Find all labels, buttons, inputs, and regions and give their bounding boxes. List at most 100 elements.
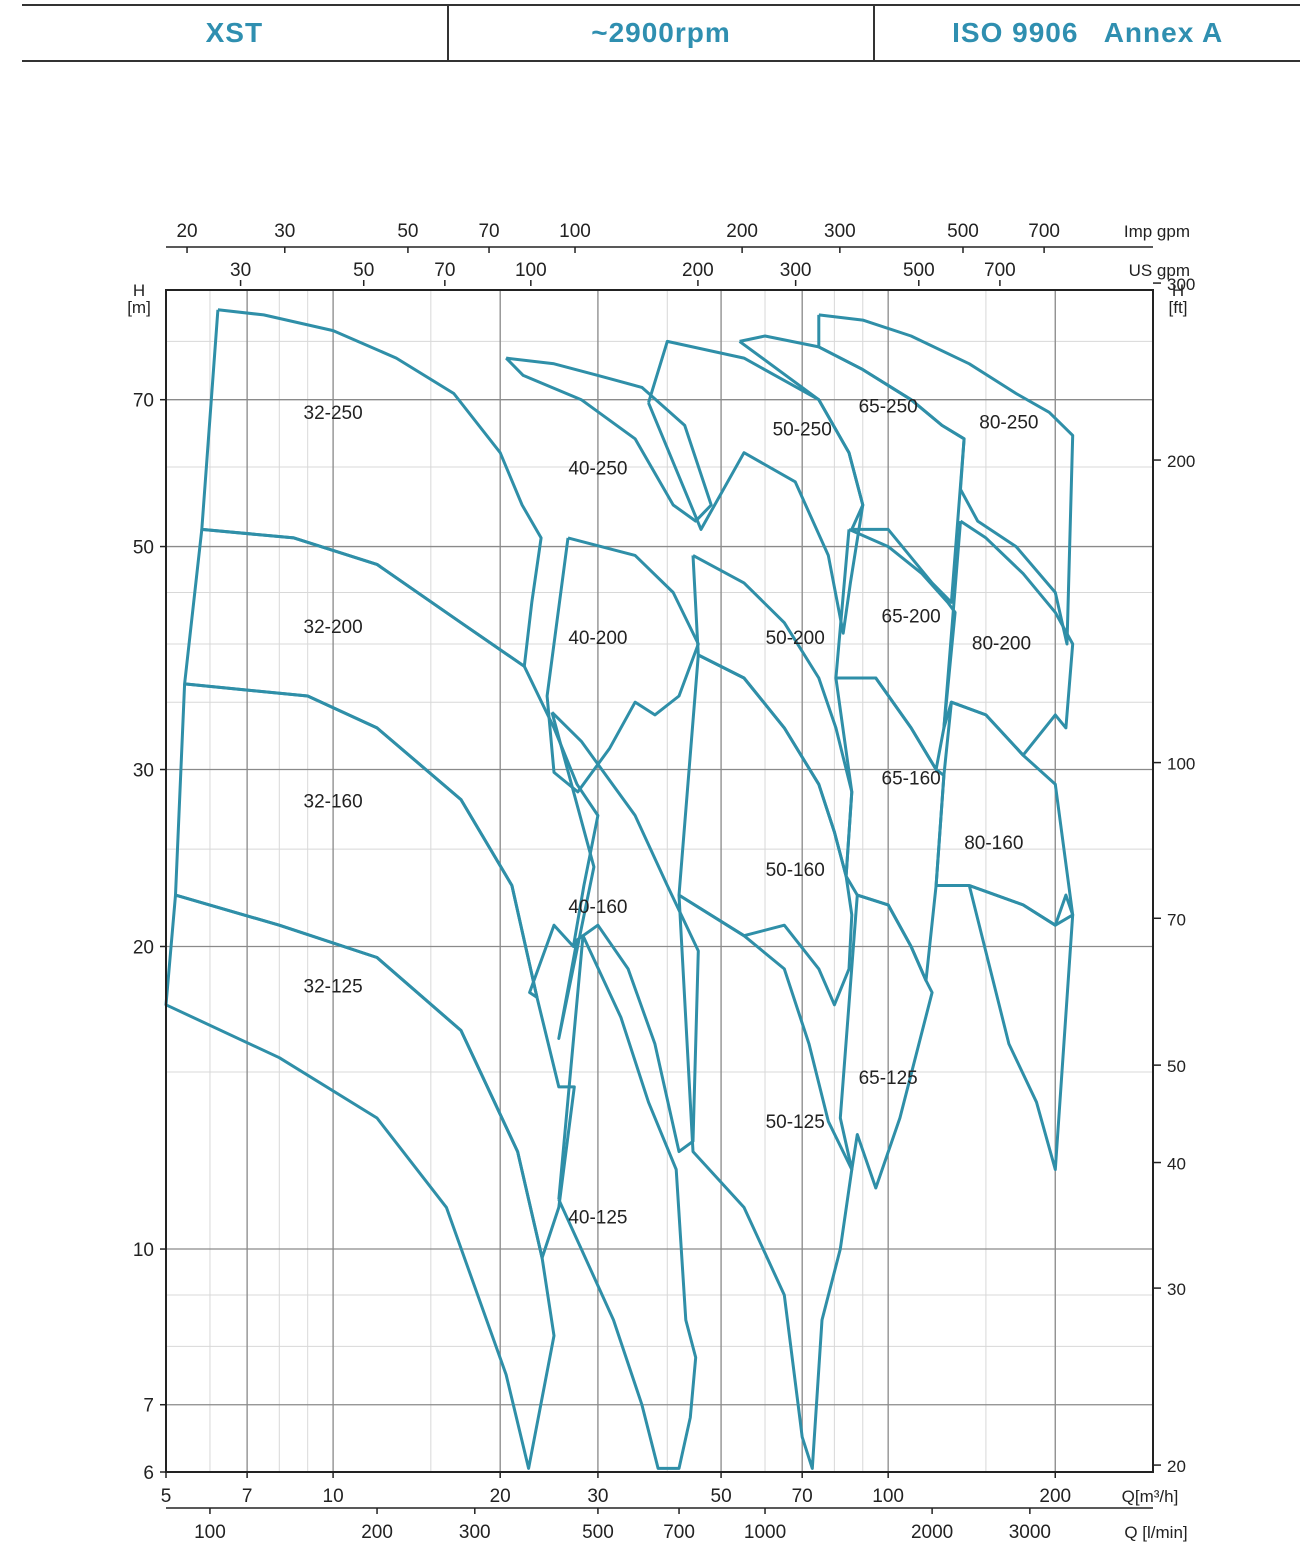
chart-frame [165, 289, 1154, 1473]
curve-50-250 [647, 339, 865, 635]
lmin-tick-label: 3000 [1009, 1522, 1051, 1543]
y-tick-label: 10 [133, 1240, 154, 1261]
model-label-32-125: 32-125 [304, 976, 363, 997]
ft-axis-unit: [ft] [1169, 298, 1188, 317]
x-tick-label: 30 [587, 1486, 608, 1507]
impgpm-tick-label: 200 [726, 221, 758, 242]
ft-tick-label: 20 [1167, 1457, 1186, 1476]
curve-32-250 [200, 308, 543, 668]
lmin-tick-label: 300 [459, 1522, 491, 1543]
model-label-65-250: 65-250 [859, 396, 918, 417]
grid-lines [165, 290, 1153, 1473]
lmin-tick-label: 2000 [911, 1522, 953, 1543]
curve-80-125 [967, 884, 1075, 1171]
y-tick-label: 70 [133, 391, 154, 412]
model-label-80-160: 80-160 [964, 833, 1023, 854]
x-tick-label: 20 [490, 1486, 511, 1507]
curve-40-250 [505, 356, 713, 523]
ft-tick-label: 30 [1167, 1280, 1186, 1299]
x-tick-label: 10 [323, 1486, 344, 1507]
curve-80-250 [817, 313, 1075, 646]
usgpm-tick-label: 500 [903, 260, 935, 281]
header-series: XST [205, 17, 264, 48]
curve-50-125 [677, 893, 854, 1470]
model-label-32-200: 32-200 [304, 617, 363, 638]
impgpm-axis-label: Imp gpm [1124, 222, 1190, 241]
model-label-80-200: 80-200 [972, 633, 1031, 654]
model-labels: 32-250 32-200 32-160 32-125 40-250 40-200 40-1… [304, 396, 1039, 1228]
model-label-80-250: 80-250 [979, 413, 1038, 434]
plot-border [165, 289, 1154, 1473]
ft-tick-label: 40 [1167, 1155, 1186, 1174]
curve-40-125 [557, 934, 698, 1470]
model-label-65-160: 65-160 [882, 768, 941, 789]
x-tick-label: 7 [242, 1486, 253, 1507]
x-axis-label: Q[m³/h] [1122, 1487, 1179, 1506]
y-tick-label: 20 [133, 937, 154, 958]
ft-axis-label: H [1172, 281, 1184, 300]
model-label-32-250: 32-250 [304, 403, 363, 424]
model-label-40-125: 40-125 [568, 1208, 627, 1229]
lmin-tick-label: 500 [582, 1522, 614, 1543]
lmin-tick-label: 1000 [744, 1522, 786, 1543]
usgpm-tick-label: 300 [780, 260, 812, 281]
ft-tick-label: 50 [1167, 1057, 1186, 1076]
usgpm-tick-label: 100 [515, 260, 547, 281]
usgpm-axis-label: US gpm [1129, 261, 1190, 280]
impgpm-tick-label: 100 [559, 221, 591, 242]
x-tick-label: 5 [161, 1486, 172, 1507]
model-label-50-200: 50-200 [766, 628, 825, 649]
spec-header: XST ~2900rpm ISO 9906 Annex A [22, 4, 1300, 62]
y-axis-unit: [m] [127, 298, 151, 317]
x-tick-label: 70 [792, 1486, 813, 1507]
model-label-40-250: 40-250 [568, 458, 627, 479]
header-speed: ~2900rpm [446, 6, 874, 60]
x-tick-label: 100 [872, 1486, 904, 1507]
model-label-65-200: 65-200 [882, 607, 941, 628]
curve-40-160 [550, 711, 700, 1154]
impgpm-tick-label: 70 [478, 221, 499, 242]
lmin-tick-label: 200 [361, 1522, 393, 1543]
x-tick-label: 50 [711, 1486, 732, 1507]
usgpm-tick-label: 30 [230, 260, 251, 281]
model-label-65-125: 65-125 [859, 1068, 918, 1089]
model-label-50-125: 50-125 [766, 1112, 825, 1133]
usgpm-tick-label: 50 [353, 260, 374, 281]
usgpm-tick-label: 700 [984, 260, 1016, 281]
lmin-tick-label: 700 [663, 1522, 695, 1543]
usgpm-tick-label: 70 [434, 260, 455, 281]
y-tick-label: 50 [133, 538, 154, 559]
x-tick-label: 200 [1039, 1486, 1071, 1507]
impgpm-tick-label: 500 [947, 221, 979, 242]
model-label-32-160: 32-160 [304, 791, 363, 812]
ft-tick-label: 70 [1167, 910, 1186, 929]
model-curves [164, 308, 1075, 1470]
ft-tick-label: 200 [1167, 452, 1195, 471]
model-label-50-250: 50-250 [773, 419, 832, 440]
impgpm-tick-label: 50 [397, 221, 418, 242]
model-label-40-160: 40-160 [568, 897, 627, 918]
curve-50-160 [677, 653, 854, 1007]
impgpm-tick-label: 20 [176, 221, 197, 242]
lmin-tick-label: 100 [194, 1522, 226, 1543]
tick-labels: 5 7 10 20 30 50 70 100 200 Q[m³/h]671020305070H[m… [127, 221, 1195, 1543]
curve-65-125 [838, 893, 934, 1190]
header-standard: ISO 9906 Annex A [873, 6, 1300, 60]
impgpm-tick-label: 30 [274, 221, 295, 242]
model-label-50-160: 50-160 [766, 860, 825, 881]
y-tick-label: 7 [143, 1396, 154, 1417]
lmin-axis-label: Q [l/min] [1124, 1523, 1187, 1542]
curve-32-125 [164, 893, 556, 1470]
impgpm-tick-label: 700 [1028, 221, 1060, 242]
y-tick-label: 6 [143, 1463, 154, 1484]
curve-80-160 [934, 700, 1075, 927]
y-axis-label: H [133, 281, 145, 300]
y-tick-label: 30 [133, 761, 154, 782]
ft-tick-label: 100 [1167, 755, 1195, 774]
ft-tick-label: 300 [1167, 275, 1195, 294]
model-label-40-200: 40-200 [568, 628, 627, 649]
usgpm-tick-label: 200 [682, 260, 714, 281]
curve-40-200 [545, 536, 700, 794]
impgpm-tick-label: 300 [824, 221, 856, 242]
